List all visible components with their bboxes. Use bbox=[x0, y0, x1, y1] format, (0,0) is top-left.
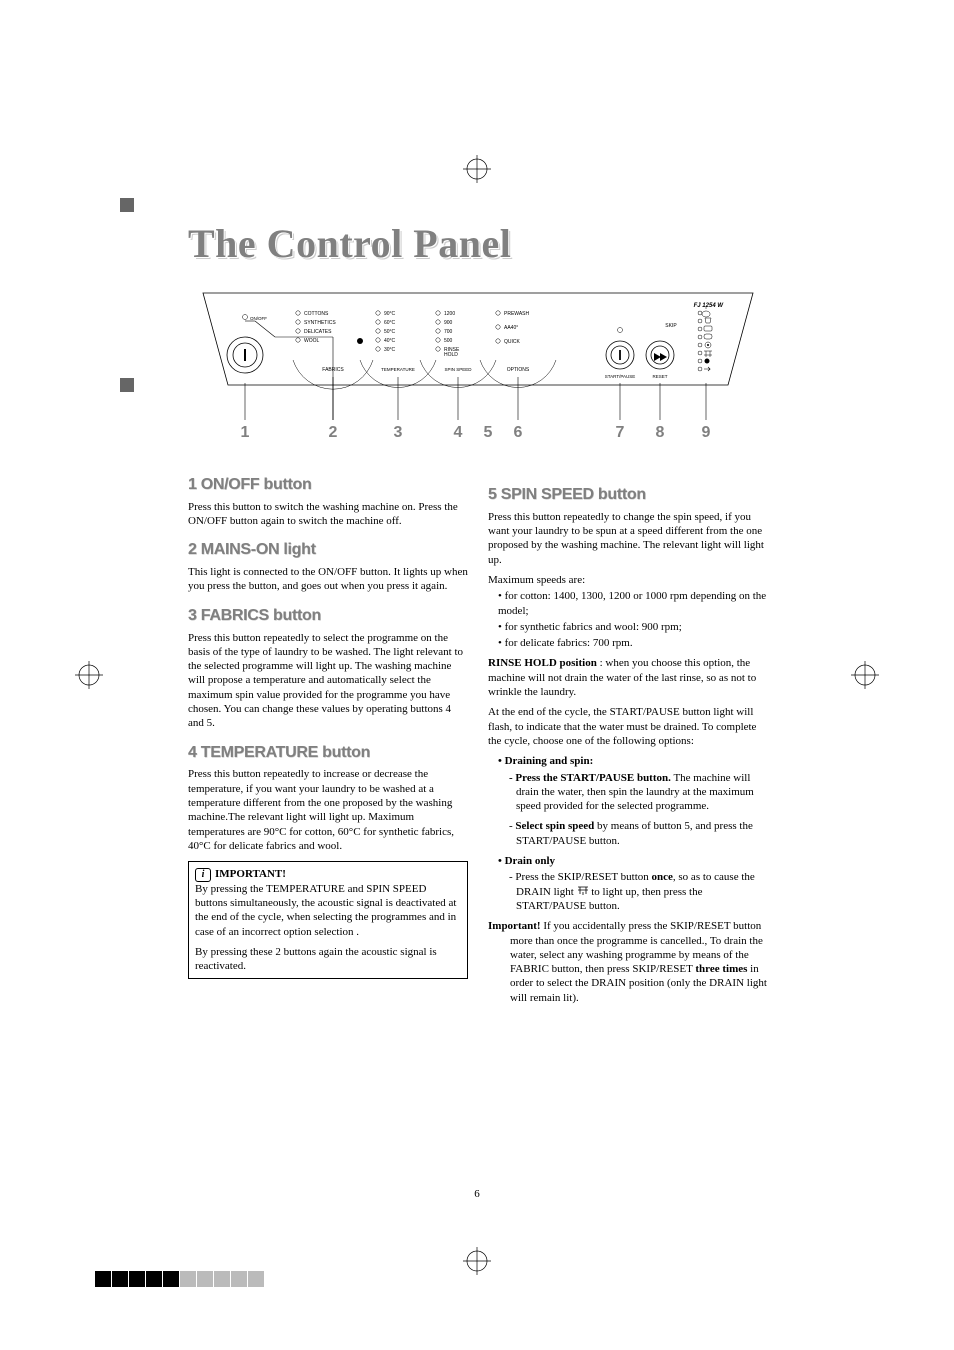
page-number: 6 bbox=[474, 1188, 480, 1200]
svg-text:5: 5 bbox=[484, 424, 493, 441]
drain-spin-label: • Draining and spin: bbox=[488, 754, 768, 768]
svg-text:50°C: 50°C bbox=[384, 329, 396, 335]
s2-p1: This light is connected to the ON/OFF bu… bbox=[188, 565, 468, 594]
corner-marker bbox=[120, 198, 134, 212]
important-p2: By pressing these 2 buttons again the ac… bbox=[195, 945, 461, 974]
s5-important: Important! If you accidentally press the… bbox=[488, 919, 768, 1005]
speed-b1: for cotton: 1400, 1300, 1200 or 1000 rpm… bbox=[498, 589, 768, 618]
control-panel-diagram: FJ 1254 W ON/OFF COTTONS SYNTHETICS DELICA… bbox=[188, 285, 768, 445]
heading-1: 1 ON/OFF button bbox=[188, 475, 468, 496]
svg-text:ON/OFF: ON/OFF bbox=[250, 316, 267, 321]
svg-text:QUICK: QUICK bbox=[504, 339, 521, 345]
color-bar bbox=[95, 1271, 265, 1292]
svg-text:AA40°: AA40° bbox=[504, 325, 518, 331]
svg-text:1: 1 bbox=[241, 424, 250, 441]
svg-text:90°C: 90°C bbox=[384, 311, 396, 317]
svg-text:START/PAUSE: START/PAUSE bbox=[605, 374, 636, 379]
svg-text:900: 900 bbox=[444, 320, 453, 326]
crop-mark-left bbox=[75, 661, 103, 689]
s4-p1: Press this button repeatedly to increase… bbox=[188, 767, 468, 853]
svg-text:PREWASH: PREWASH bbox=[504, 311, 529, 317]
important-label: IMPORTANT! bbox=[215, 868, 286, 880]
svg-text:6: 6 bbox=[514, 424, 523, 441]
ds-item2: - Select spin speed by means of button 5… bbox=[502, 819, 768, 848]
heading-3: 3 FABRICS button bbox=[188, 606, 468, 627]
corner-marker bbox=[120, 378, 134, 392]
svg-text:TEMPERATURE: TEMPERATURE bbox=[381, 367, 415, 372]
speed-b2: for synthetic fabrics and wool: 900 rpm; bbox=[498, 620, 768, 634]
drain-only-label: • Drain only bbox=[488, 854, 768, 868]
svg-text:RINSEHOLD: RINSEHOLD bbox=[444, 347, 460, 358]
crop-mark-right bbox=[851, 661, 879, 689]
svg-text:FJ 1254 W: FJ 1254 W bbox=[694, 303, 725, 309]
important-box: i IMPORTANT! By pressing the TEMPERATURE … bbox=[188, 861, 468, 979]
left-column: 1 ON/OFF button Press this button to swi… bbox=[188, 463, 468, 1011]
svg-text:40°C: 40°C bbox=[384, 338, 396, 344]
s1-p1: Press this button to switch the washing … bbox=[188, 500, 468, 529]
svg-text:COTTONS: COTTONS bbox=[304, 311, 329, 317]
s5-p1: Press this button repeatedly to change t… bbox=[488, 510, 768, 567]
right-column: 5 SPIN SPEED button Press this button re… bbox=[488, 463, 768, 1011]
important-p1: By pressing the TEMPERATURE and SPIN SPE… bbox=[195, 882, 461, 939]
svg-text:DELICATES: DELICATES bbox=[304, 329, 332, 335]
svg-text:8: 8 bbox=[656, 424, 665, 441]
s3-p1: Press this button repeatedly to select t… bbox=[188, 631, 468, 731]
s5-p4: At the end of the cycle, the START/PAUSE… bbox=[488, 705, 768, 748]
speed-b3: for delicate fabrics: 700 rpm. bbox=[498, 636, 768, 650]
info-icon: i bbox=[195, 868, 211, 882]
s5-p3: RINSE HOLD position : when you choose th… bbox=[488, 656, 768, 699]
svg-text:2: 2 bbox=[329, 424, 338, 441]
svg-text:RESET: RESET bbox=[652, 374, 667, 379]
svg-text:3: 3 bbox=[394, 424, 403, 441]
drain-icon bbox=[577, 886, 589, 896]
page-title: The Control Panel bbox=[188, 220, 768, 267]
svg-text:OPTIONS: OPTIONS bbox=[507, 367, 530, 373]
svg-text:SPIN SPEED: SPIN SPEED bbox=[444, 367, 472, 372]
svg-text:7: 7 bbox=[616, 424, 625, 441]
svg-text:700: 700 bbox=[444, 329, 453, 335]
svg-text:9: 9 bbox=[702, 424, 711, 441]
svg-text:60°C: 60°C bbox=[384, 320, 396, 326]
s5-p2: Maximum speeds are: bbox=[488, 573, 768, 587]
svg-text:1200: 1200 bbox=[444, 311, 455, 317]
heading-5: 5 SPIN SPEED button bbox=[488, 485, 768, 506]
crop-mark-top bbox=[463, 155, 491, 183]
crop-mark-bottom bbox=[463, 1247, 491, 1275]
heading-4: 4 TEMPERATURE button bbox=[188, 743, 468, 764]
heading-2: 2 MAINS-ON light bbox=[188, 540, 468, 561]
ds-item1: - Press the START/PAUSE button. The mach… bbox=[502, 771, 768, 814]
svg-text:SKIP: SKIP bbox=[665, 323, 677, 329]
svg-text:SYNTHETICS: SYNTHETICS bbox=[304, 320, 336, 326]
svg-text:500: 500 bbox=[444, 338, 453, 344]
svg-text:FABRICS: FABRICS bbox=[322, 367, 344, 373]
do-item1: - Press the SKIP/RESET button once, so a… bbox=[502, 870, 768, 913]
svg-text:WOOL: WOOL bbox=[304, 338, 319, 344]
svg-text:30°C: 30°C bbox=[384, 347, 396, 353]
speed-list: for cotton: 1400, 1300, 1200 or 1000 rpm… bbox=[488, 589, 768, 650]
panel-svg: FJ 1254 W ON/OFF COTTONS SYNTHETICS DELICA… bbox=[188, 285, 768, 445]
svg-text:4: 4 bbox=[454, 424, 463, 441]
